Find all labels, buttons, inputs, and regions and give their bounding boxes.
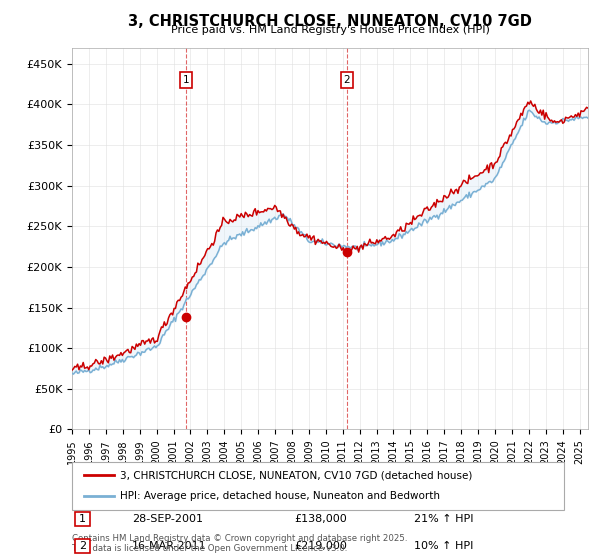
- Text: 21% ↑ HPI: 21% ↑ HPI: [414, 514, 473, 524]
- Text: 3, CHRISTCHURCH CLOSE, NUNEATON, CV10 7GD (detached house): 3, CHRISTCHURCH CLOSE, NUNEATON, CV10 7G…: [120, 470, 472, 480]
- Text: 16-MAR-2011: 16-MAR-2011: [132, 541, 206, 551]
- Text: HPI: Average price, detached house, Nuneaton and Bedworth: HPI: Average price, detached house, Nune…: [120, 491, 440, 501]
- Text: Price paid vs. HM Land Registry's House Price Index (HPI): Price paid vs. HM Land Registry's House …: [170, 25, 490, 35]
- Text: 3, CHRISTCHURCH CLOSE, NUNEATON, CV10 7GD: 3, CHRISTCHURCH CLOSE, NUNEATON, CV10 7G…: [128, 14, 532, 29]
- Text: 1: 1: [183, 75, 190, 85]
- Text: £138,000: £138,000: [294, 514, 347, 524]
- Text: 10% ↑ HPI: 10% ↑ HPI: [414, 541, 473, 551]
- Text: Contains HM Land Registry data © Crown copyright and database right 2025.
This d: Contains HM Land Registry data © Crown c…: [72, 534, 407, 553]
- Text: 28-SEP-2001: 28-SEP-2001: [132, 514, 203, 524]
- Text: 1: 1: [79, 514, 86, 524]
- Text: £219,000: £219,000: [294, 541, 347, 551]
- Text: 2: 2: [344, 75, 350, 85]
- Text: 2: 2: [79, 541, 86, 550]
